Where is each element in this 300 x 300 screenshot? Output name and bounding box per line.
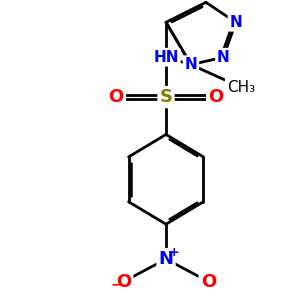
Text: N: N [217, 50, 230, 65]
Text: S: S [160, 88, 172, 106]
Text: HN: HN [153, 50, 179, 65]
Text: N: N [158, 250, 173, 268]
Text: O: O [208, 88, 224, 106]
Text: O: O [201, 272, 216, 290]
Text: O: O [109, 88, 124, 106]
Text: N: N [184, 57, 197, 72]
Text: CH₃: CH₃ [227, 80, 255, 94]
Text: N: N [230, 15, 242, 30]
Text: O: O [116, 272, 131, 290]
Text: +: + [168, 246, 179, 259]
Text: −: − [110, 278, 122, 291]
